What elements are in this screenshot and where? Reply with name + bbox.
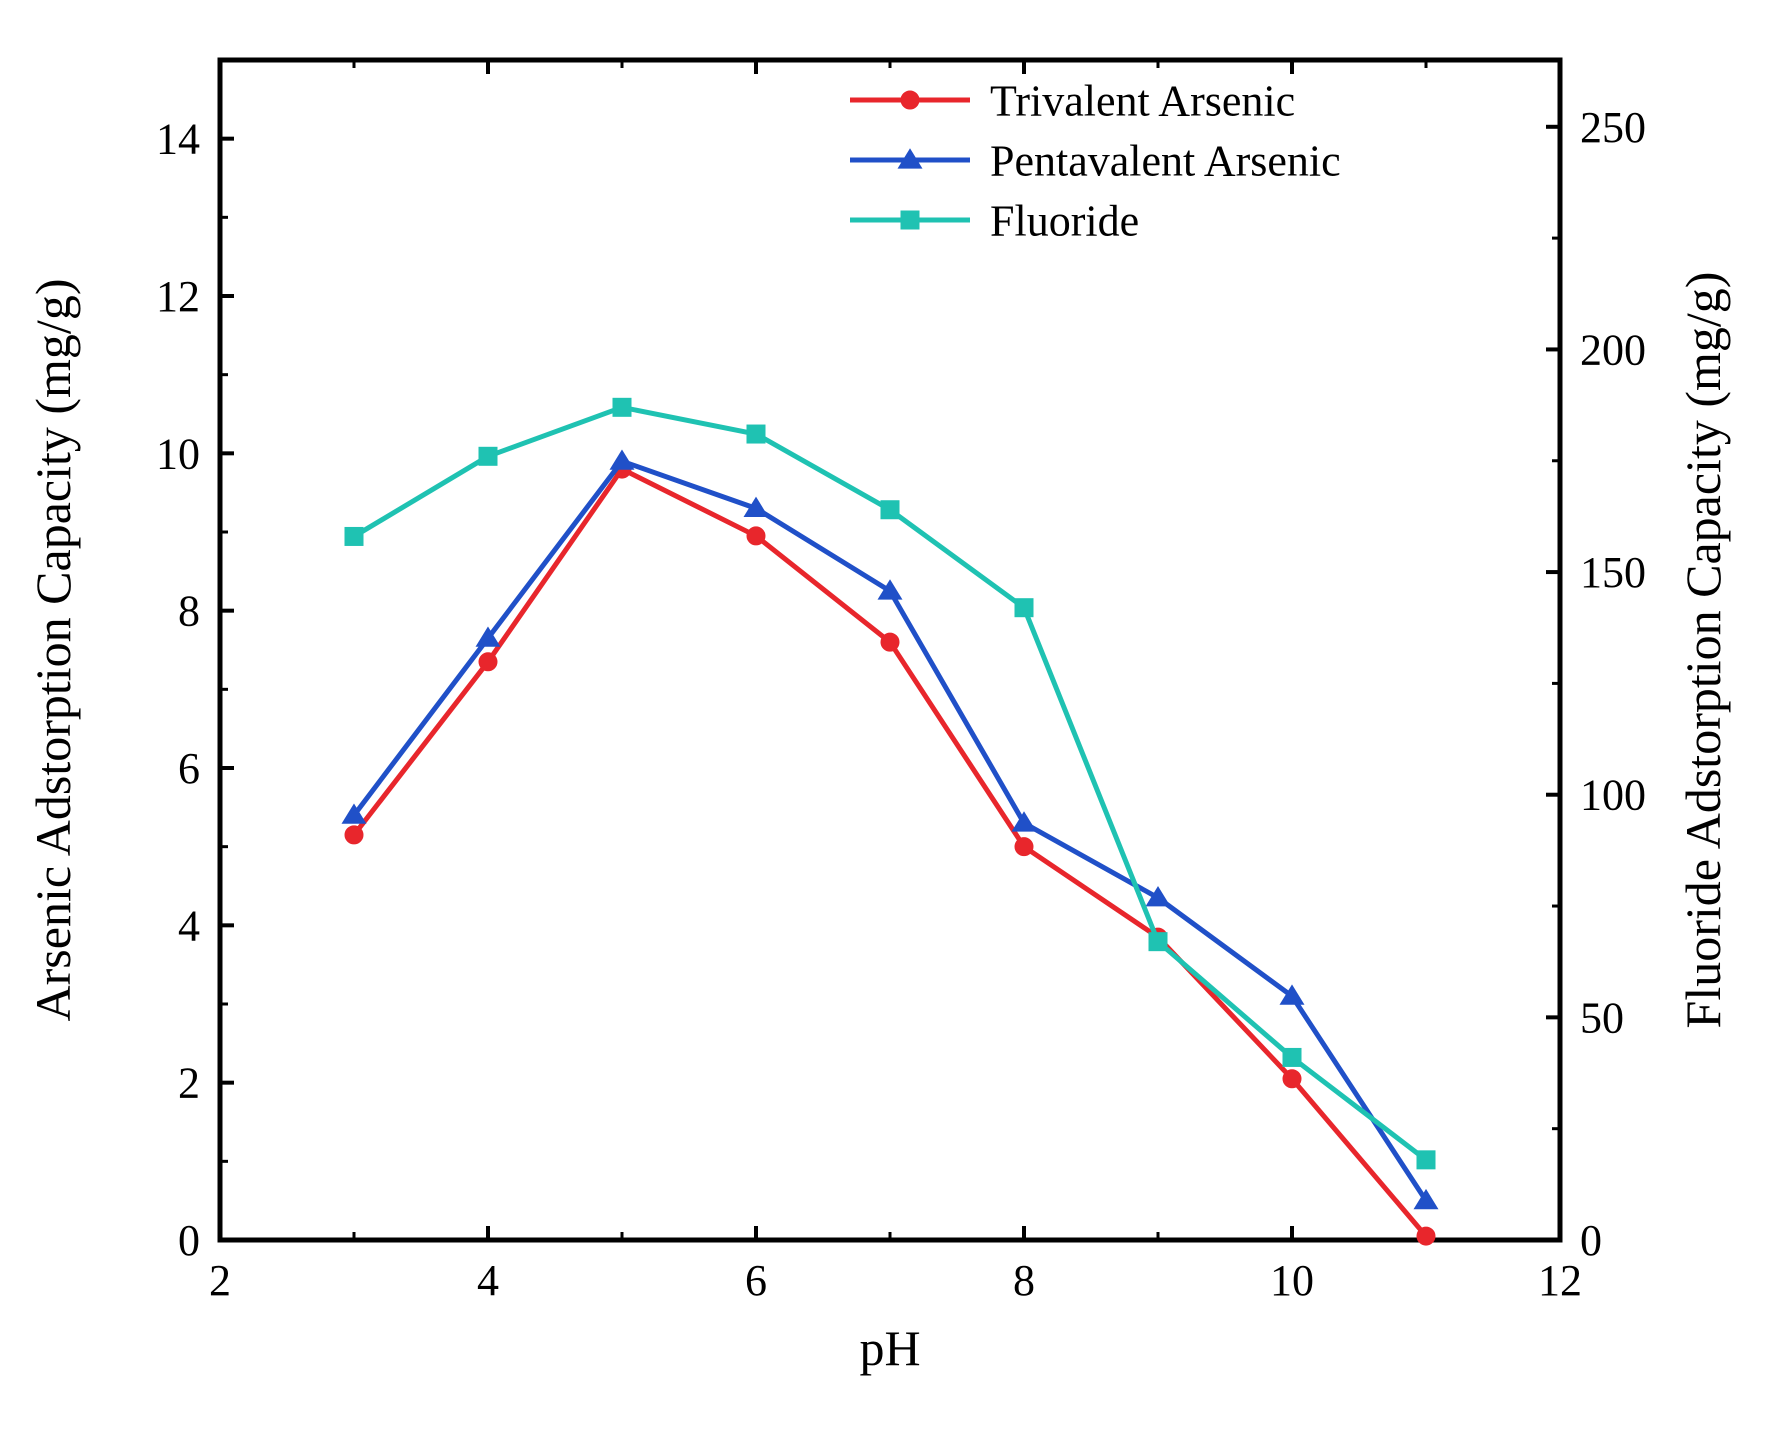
y-left-tick-label: 6 — [178, 744, 200, 793]
legend-label: Fluoride — [990, 196, 1139, 245]
y-left-tick-label: 12 — [156, 272, 200, 321]
y-right-tick-label: 100 — [1580, 771, 1646, 820]
y-left-tick-label: 14 — [156, 115, 200, 164]
x-tick-label: 4 — [477, 1256, 499, 1305]
y-right-tick-label: 200 — [1580, 325, 1646, 374]
x-tick-label: 8 — [1013, 1256, 1035, 1305]
legend-label: Pentavalent Arsenic — [990, 136, 1341, 185]
y-right-axis-label: Fluoride Adstorption Capacity (mg/g) — [1675, 272, 1731, 1029]
y-left-tick-label: 10 — [156, 429, 200, 478]
x-tick-label: 6 — [745, 1256, 767, 1305]
x-axis-label: pH — [859, 1320, 920, 1376]
legend-label: Trivalent Arsenic — [990, 76, 1295, 125]
x-tick-label: 2 — [209, 1256, 231, 1305]
chart-svg: 24681012pH02468101214Arsenic Adstorption… — [0, 0, 1769, 1443]
y-right-tick-label: 0 — [1580, 1216, 1602, 1265]
chart-container: 24681012pH02468101214Arsenic Adstorption… — [0, 0, 1769, 1443]
y-right-tick-label: 250 — [1580, 103, 1646, 152]
y-left-tick-label: 2 — [178, 1059, 200, 1108]
y-left-tick-label: 8 — [178, 587, 200, 636]
y-right-tick-label: 150 — [1580, 548, 1646, 597]
y-left-axis-label: Arsenic Adstorption Capacity (mg/g) — [25, 279, 81, 1022]
y-left-tick-label: 0 — [178, 1216, 200, 1265]
y-right-tick-label: 50 — [1580, 993, 1624, 1042]
x-tick-label: 10 — [1270, 1256, 1314, 1305]
x-tick-label: 12 — [1538, 1256, 1582, 1305]
y-left-tick-label: 4 — [178, 901, 200, 950]
